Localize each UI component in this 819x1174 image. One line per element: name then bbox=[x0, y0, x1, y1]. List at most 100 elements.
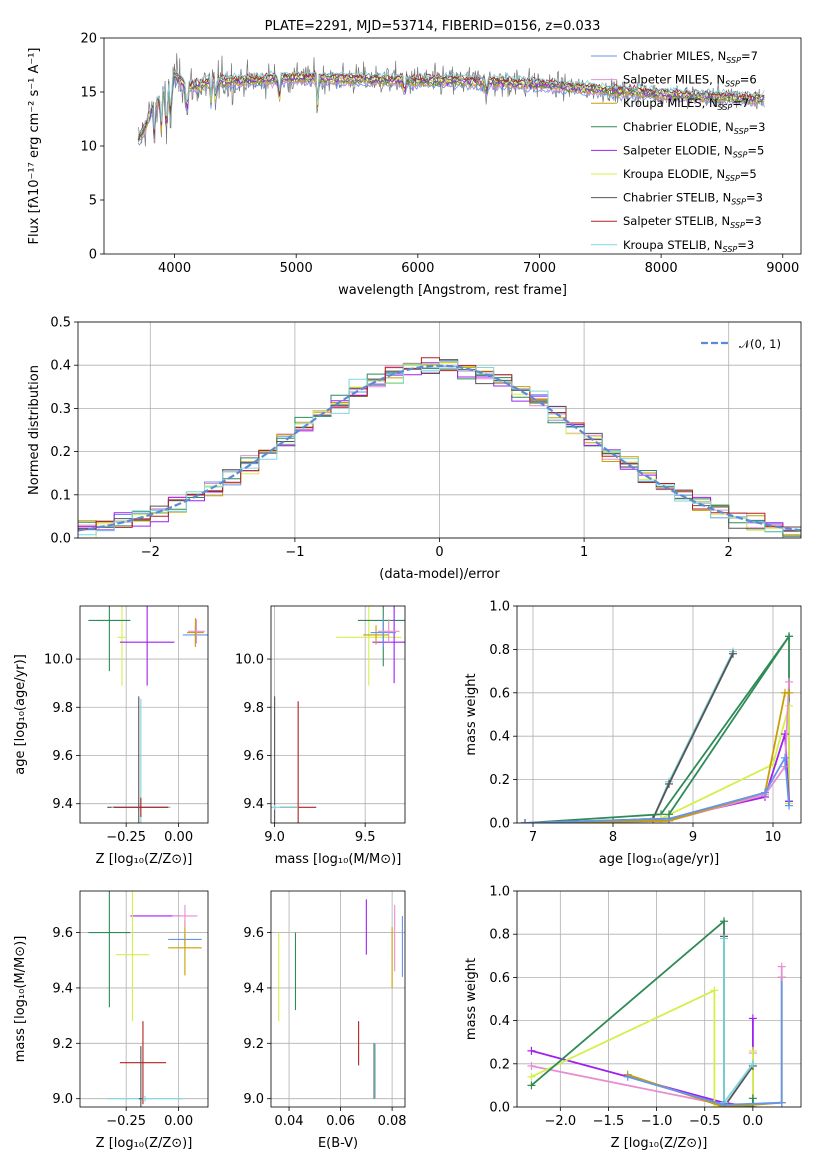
normal-reference-curve bbox=[78, 364, 801, 532]
axes-frame bbox=[270, 890, 406, 1108]
x-tick-label: 4000 bbox=[158, 261, 191, 276]
x-axis-label: age [log₁₀(age/yr)] bbox=[599, 852, 720, 867]
x-tick-label: 8000 bbox=[645, 261, 678, 276]
y-tick-label: 9.2 bbox=[52, 1037, 73, 1052]
x-tick-label: 9 bbox=[689, 830, 697, 845]
mass-weight-vs-z-panel: −2.0 −1.5 −1.0 −0.5 0.0 0.0 0.2 0.4 0.6 0.8 1.0 Z [… bbox=[464, 885, 802, 1151]
x-tick-label: −0.25 bbox=[106, 830, 146, 845]
legend-entry: Salpeter ELODIE, NSSP=5 bbox=[623, 143, 764, 159]
y-tick-label: 10 bbox=[80, 140, 97, 155]
y-tick-label: 0.5 bbox=[50, 316, 71, 331]
axes-frame bbox=[77, 321, 802, 539]
mass-weight-series bbox=[524, 705, 790, 823]
x-tick-label: −2.0 bbox=[545, 1114, 577, 1129]
plot-area bbox=[271, 606, 405, 823]
axes-frame bbox=[516, 890, 802, 1108]
y-tick-label: 20 bbox=[80, 32, 97, 47]
y-tick-label: 0.2 bbox=[50, 445, 71, 460]
x-tick-label: 0.0 bbox=[743, 1114, 764, 1129]
y-axis-label: Normed distribution bbox=[27, 365, 42, 495]
residual-histogram-panel: −2 −1 0 1 2 0.0 0.1 0.2 0.3 0.4 0.5 (data-model)/er… bbox=[27, 316, 802, 582]
x-tick-label: 7 bbox=[529, 830, 537, 845]
mass-weight-vs-age-panel: 7 8 9 10 0.0 0.2 0.4 0.6 0.8 1.0 age [log₁₀(age/yr… bbox=[464, 600, 802, 867]
y-tick-label: 9.4 bbox=[52, 981, 73, 996]
plot-area bbox=[88, 891, 202, 1107]
plot-area bbox=[527, 917, 786, 1107]
y-axis-label: mass weight bbox=[464, 673, 479, 755]
x-axis-label: E(B-V) bbox=[318, 1136, 358, 1151]
legend-entry: 𝒩(0, 1) bbox=[739, 337, 781, 351]
y-tick-label: 0.0 bbox=[489, 1101, 510, 1116]
y-tick-label: 1.0 bbox=[489, 885, 510, 900]
model-spectrum bbox=[137, 71, 765, 141]
mass-weight-series bbox=[524, 653, 734, 823]
y-tick-label: 10.0 bbox=[235, 653, 264, 668]
plot-area bbox=[88, 606, 208, 823]
spectrum-panel: 4000 5000 6000 7000 8000 9000 0 5 10 15 20 waveleng… bbox=[27, 19, 802, 298]
mass-weight-series bbox=[524, 651, 734, 823]
mass-weight-series bbox=[524, 754, 790, 823]
plot-area bbox=[278, 899, 403, 1099]
mass-weight-series bbox=[723, 936, 754, 1107]
model-spectrum bbox=[137, 77, 765, 144]
y-tick-label: 0.4 bbox=[489, 1014, 510, 1029]
y-tick-label: 9.0 bbox=[52, 1092, 73, 1107]
x-axis-label: Z [log₁₀(Z/Z⊙)] bbox=[96, 852, 193, 867]
y-tick-label: 0.0 bbox=[50, 532, 71, 547]
x-tick-label: 7000 bbox=[523, 261, 556, 276]
age-vs-z-panel: −0.25 0.00 9.4 9.6 9.8 10.0 Z [log₁₀(Z/Z⊙)] age… bbox=[13, 605, 209, 867]
y-tick-label: 0.4 bbox=[50, 359, 71, 374]
y-tick-label: 0.8 bbox=[489, 928, 510, 943]
legend-entry: Chabrier ELODIE, NSSP=3 bbox=[623, 120, 765, 136]
y-tick-label: 0.3 bbox=[50, 402, 71, 417]
x-tick-label: 0 bbox=[435, 545, 443, 560]
y-tick-label: 9.6 bbox=[243, 926, 264, 941]
axes-frame bbox=[79, 890, 209, 1108]
x-tick-label: 9.0 bbox=[264, 830, 285, 845]
y-tick-label: 9.8 bbox=[243, 701, 264, 716]
x-axis-label: Z [log₁₀(Z/Z⊙)] bbox=[96, 1136, 193, 1151]
x-tick-label: 6000 bbox=[401, 261, 434, 276]
plot-area bbox=[78, 357, 801, 538]
y-axis-label: mass [log₁₀(M/M⊙)] bbox=[13, 936, 28, 1063]
y-tick-label: 0.0 bbox=[489, 817, 510, 832]
mass-weight-series bbox=[627, 977, 783, 1106]
y-tick-label: 9.6 bbox=[52, 926, 73, 941]
y-tick-label: 0.1 bbox=[50, 488, 71, 503]
y-tick-label: 0.4 bbox=[489, 730, 510, 745]
x-tick-label: 0.00 bbox=[164, 830, 193, 845]
x-tick-label: 5000 bbox=[280, 261, 313, 276]
x-tick-label: 0.00 bbox=[164, 1114, 193, 1129]
legend-entry: Salpeter MILES, NSSP=6 bbox=[623, 73, 757, 89]
x-tick-label: 1 bbox=[580, 545, 588, 560]
axes-frame bbox=[79, 605, 209, 824]
mass-weight-series bbox=[524, 691, 789, 823]
x-tick-label: 8 bbox=[609, 830, 617, 845]
y-tick-label: 9.4 bbox=[243, 981, 264, 996]
y-tick-label: 0.6 bbox=[489, 971, 510, 986]
y-tick-label: 9.6 bbox=[243, 749, 264, 764]
y-tick-label: 10.0 bbox=[44, 653, 73, 668]
x-tick-label: −1.0 bbox=[641, 1114, 673, 1129]
y-tick-label: 9.4 bbox=[52, 797, 73, 812]
y-tick-label: 15 bbox=[80, 86, 97, 101]
mass-weight-series bbox=[524, 633, 790, 823]
legend-entry: Kroupa STELIB, NSSP=3 bbox=[623, 238, 754, 254]
chart-title: PLATE=2291, MJD=53714, FIBERID=0156, z=0… bbox=[265, 19, 601, 34]
y-tick-label: 1.0 bbox=[489, 600, 510, 615]
plot-area bbox=[137, 53, 765, 147]
y-tick-label: 0.2 bbox=[489, 1057, 510, 1072]
age-vs-mass-panel: 9.0 9.5 9.4 9.6 9.8 10.0 mass [log₁₀(M/M⊙)] bbox=[235, 605, 406, 867]
y-axis-label: mass weight bbox=[464, 958, 479, 1040]
mass-weight-series bbox=[531, 1018, 754, 1107]
y-tick-label: 0 bbox=[89, 248, 97, 263]
x-tick-label: −0.25 bbox=[106, 1114, 146, 1129]
x-tick-label: −0.5 bbox=[689, 1114, 721, 1129]
x-axis-label: (data-model)/error bbox=[379, 567, 500, 582]
y-tick-label: 0.6 bbox=[489, 686, 510, 701]
legend-entry: Chabrier MILES, NSSP=7 bbox=[623, 49, 758, 65]
mass-weight-series bbox=[524, 681, 790, 823]
plot-area bbox=[521, 632, 793, 823]
x-tick-label: 9000 bbox=[766, 261, 799, 276]
